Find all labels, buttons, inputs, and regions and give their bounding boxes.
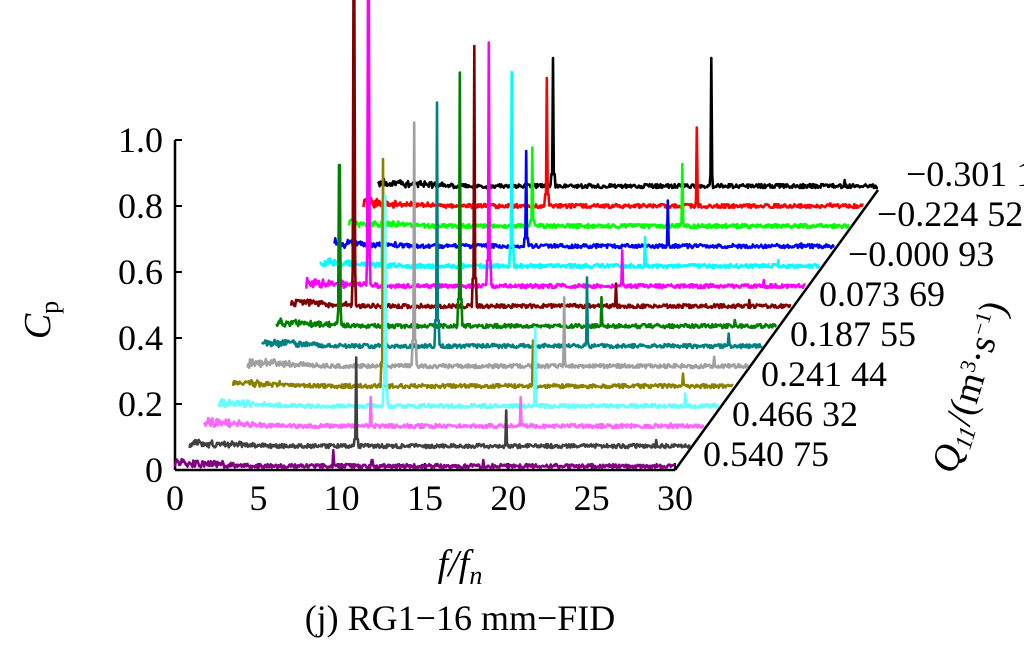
y-tick-label: 0.4 (118, 318, 163, 358)
y-tick-label: 1.0 (118, 120, 163, 160)
z-tick-label: 0.073 69 (819, 274, 945, 314)
z-tick-label: −0.000 93 (848, 234, 994, 274)
z-tick-label: 0.241 44 (761, 354, 887, 394)
z-tick-label: 0.466 32 (732, 394, 858, 434)
z-axis-title-unit-open: /(m (938, 367, 994, 430)
series-trace (362, 76, 865, 210)
z-tick-label: 0.187 55 (790, 314, 916, 354)
x-axis-title-main: f/f (438, 543, 474, 585)
y-tick-label: 0.8 (118, 186, 163, 226)
series-trace (202, 395, 705, 430)
series-trace (231, 157, 734, 390)
series-trace (304, 0, 807, 290)
z-axis-line (673, 189, 880, 471)
series-trace (246, 121, 749, 370)
z-tick-label: −0.224 52 (877, 194, 1023, 234)
series-trace (289, 0, 792, 310)
x-tick-label: 30 (657, 478, 693, 518)
x-tick-label: 10 (324, 478, 360, 518)
x-tick-label: 15 (407, 478, 443, 518)
x-tick-label: 20 (490, 478, 526, 518)
x-axis-title-sub: n (469, 561, 482, 590)
x-axis-title: f/fn (438, 543, 483, 590)
x-tick-label: 5 (249, 478, 267, 518)
y-axis-title: Cp (17, 301, 64, 339)
y-tick-label: 0.2 (118, 384, 163, 424)
x-tick-label: 0 (166, 478, 184, 518)
series-trace (376, 56, 879, 190)
series-trace (318, 70, 821, 270)
series-trace (333, 149, 836, 250)
series-trace (173, 448, 676, 470)
series-trace (217, 194, 720, 410)
series-trace (188, 356, 691, 450)
series-trace (347, 146, 850, 230)
y-tick-label: 0.6 (118, 252, 163, 292)
x-tick-label: 25 (574, 478, 610, 518)
y-axis-title-main: C (17, 313, 59, 339)
series-trace (260, 101, 763, 350)
z-tick-label: −0.301 15 (906, 154, 1024, 194)
series-layer (173, 0, 879, 470)
z-tick-label: 0.540 75 (703, 434, 829, 474)
y-tick-label: 0 (145, 450, 163, 490)
chart-caption: (j) RG1−16 mm−FID (305, 598, 616, 638)
series-trace (275, 71, 778, 330)
y-axis-title-sub: p (35, 301, 64, 314)
z-axis-title: Q11/(m3·s−1) (923, 296, 1019, 479)
